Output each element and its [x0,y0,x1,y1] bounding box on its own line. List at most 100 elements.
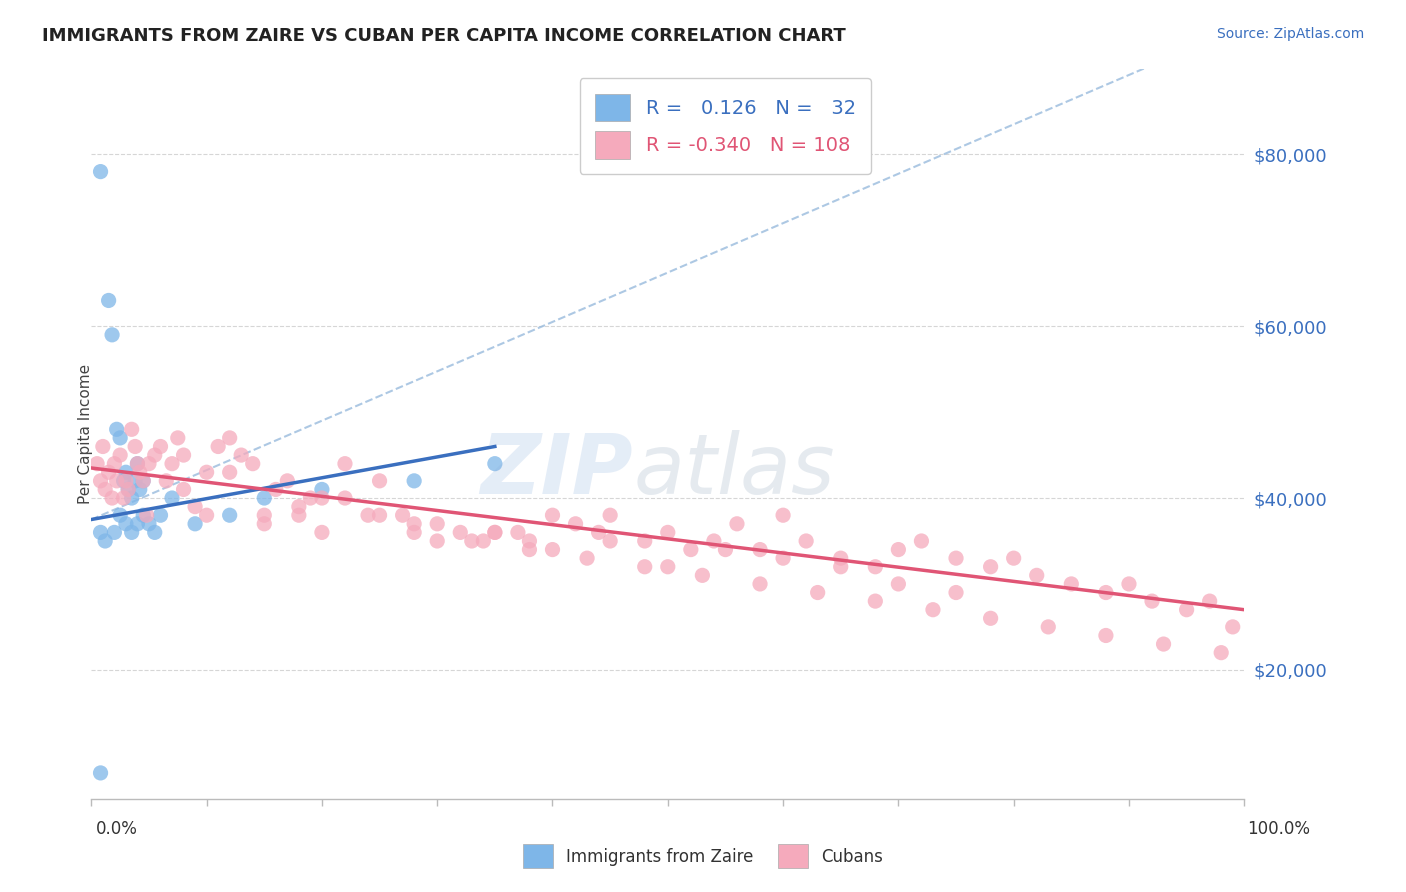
Text: 0.0%: 0.0% [96,820,138,838]
Point [127,457,149,471]
Point [404,474,426,488]
Point [830,551,852,566]
Point [115,516,138,531]
Point [124,440,146,454]
Point [184,516,207,531]
Point [108,508,131,523]
Text: atlas: atlas [633,430,835,510]
Point [128,483,150,497]
Point [108,431,131,445]
Point [1095,585,1118,599]
Point [519,533,541,548]
Point [108,448,131,462]
Point [143,448,166,462]
Point [910,533,932,548]
Point [865,559,887,574]
Point [807,585,830,599]
Point [242,457,264,471]
Point [207,440,229,454]
Point [945,585,967,599]
Point [253,508,276,523]
Point [90,766,112,780]
Point [90,474,112,488]
Point [253,516,276,531]
Point [97,293,120,308]
Point [541,542,564,557]
Point [103,525,125,540]
Point [299,491,322,505]
Point [101,327,124,342]
Point [132,508,155,523]
Point [115,474,138,488]
Point [576,551,599,566]
Point [484,525,506,540]
Text: Source: ZipAtlas.com: Source: ZipAtlas.com [1216,27,1364,41]
Point [132,474,155,488]
Point [184,500,207,514]
Point [311,525,333,540]
Point [288,508,311,523]
Point [404,516,426,531]
Point [90,525,112,540]
Point [94,533,117,548]
Point [264,483,287,497]
Point [155,474,177,488]
Point [103,457,125,471]
Point [657,559,679,574]
Point [426,516,449,531]
Point [166,431,188,445]
Point [112,491,135,505]
Point [135,508,157,523]
Point [276,474,298,488]
Legend: R =   0.126   N =   32, R = -0.340   N = 108: R = 0.126 N = 32, R = -0.340 N = 108 [579,78,872,174]
Point [117,483,139,497]
Point [117,483,139,497]
Point [588,525,610,540]
Point [1153,637,1175,651]
Point [749,577,772,591]
Text: IMMIGRANTS FROM ZAIRE VS CUBAN PER CAPITA INCOME CORRELATION CHART: IMMIGRANTS FROM ZAIRE VS CUBAN PER CAPIT… [42,27,846,45]
Point [1002,551,1025,566]
Point [121,422,143,436]
Point [749,542,772,557]
Point [484,457,506,471]
Point [541,508,564,523]
Point [404,525,426,540]
Point [97,465,120,479]
Point [105,474,128,488]
Point [173,483,195,497]
Point [124,474,146,488]
Point [1222,620,1244,634]
Point [692,568,714,582]
Point [149,508,172,523]
Point [218,465,240,479]
Point [357,508,380,523]
Point [714,542,737,557]
Point [138,457,160,471]
Point [195,465,218,479]
Point [506,525,529,540]
Point [703,533,725,548]
Point [132,474,155,488]
Point [94,483,117,497]
Point [1118,577,1140,591]
Text: ZIP: ZIP [481,430,633,510]
Point [160,457,183,471]
Point [149,440,172,454]
Point [1038,620,1060,634]
Point [288,500,311,514]
Point [865,594,887,608]
Point [461,533,484,548]
Point [368,474,391,488]
Point [121,525,143,540]
Point [794,533,817,548]
Point [772,551,794,566]
Point [980,611,1002,625]
Point [173,448,195,462]
Point [980,559,1002,574]
Point [121,491,143,505]
Point [679,542,702,557]
Point [253,491,276,505]
Point [127,457,149,471]
Point [519,542,541,557]
